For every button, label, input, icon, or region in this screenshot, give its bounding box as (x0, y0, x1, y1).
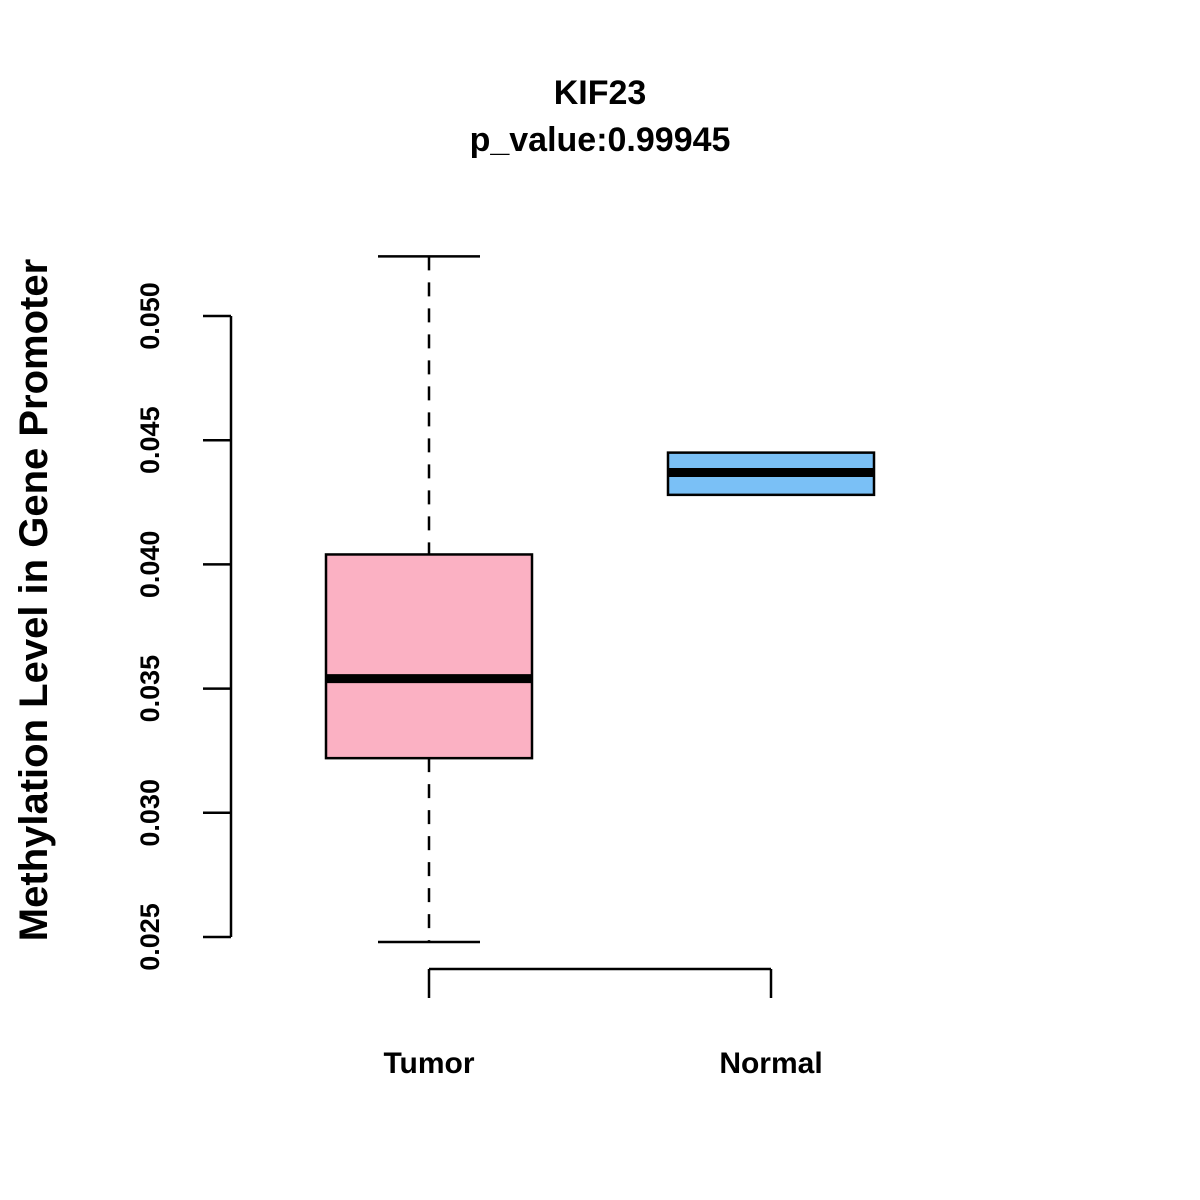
y-tick-label: 0.045 (135, 406, 165, 474)
chart-title: KIF23 (554, 74, 647, 112)
x-tick-label: Tumor (383, 1047, 474, 1080)
box-series (324, 255, 876, 944)
y-tick-label: 0.030 (135, 779, 165, 847)
y-tick-label: 0.040 (135, 531, 165, 599)
box-normal (666, 451, 876, 497)
y-tick-label: 0.050 (135, 282, 165, 350)
box-tumor (324, 255, 534, 944)
y-axis: 0.025 0.030 0.035 0.040 0.045 0.050 (135, 282, 233, 971)
x-tick-label: Normal (719, 1047, 822, 1080)
x-axis: Tumor Normal (383, 967, 823, 1080)
y-tick-label: 0.035 (135, 655, 165, 723)
chart-subtitle: p_value:0.99945 (470, 121, 731, 159)
y-tick-label: 0.025 (135, 903, 165, 971)
y-axis-label: Methylation Level in Gene Promoter (12, 259, 56, 941)
box-body (324, 553, 534, 760)
